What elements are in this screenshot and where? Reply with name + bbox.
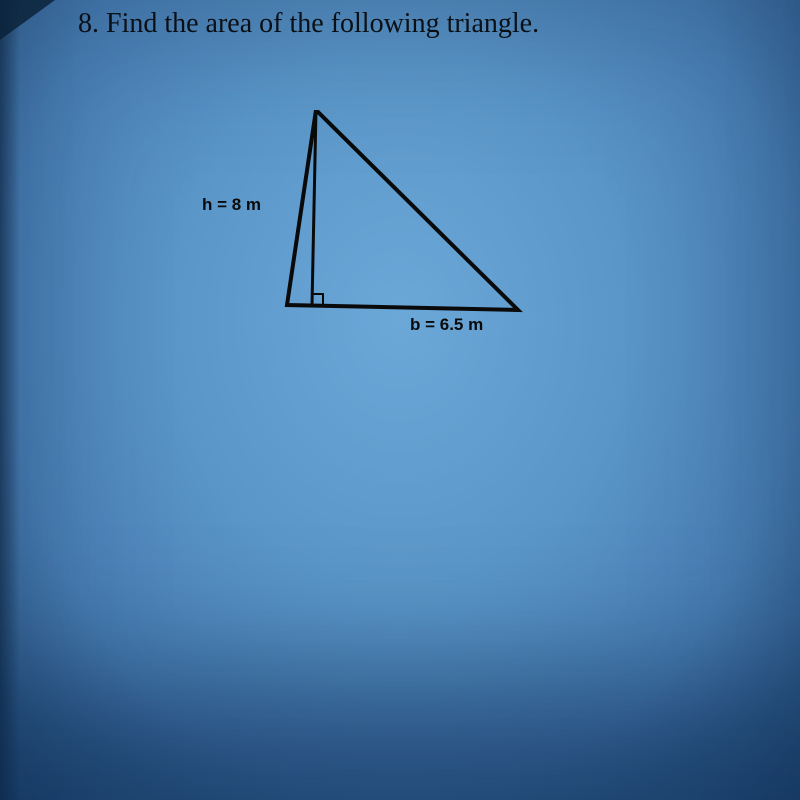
problem-statement: 8. Find the area of the following triang… <box>78 8 539 40</box>
problem-text: Find the area of the following triangle. <box>106 8 539 39</box>
triangle-svg <box>280 110 580 330</box>
triangle-figure: h = 8 m b = 6.5 m <box>280 110 580 330</box>
base-label: b = 6.5 m <box>410 315 483 335</box>
page-corner-shadow <box>0 0 55 40</box>
problem-number: 8. <box>78 8 99 39</box>
page-edge-shadow <box>0 0 20 800</box>
height-label: h = 8 m <box>202 195 261 215</box>
